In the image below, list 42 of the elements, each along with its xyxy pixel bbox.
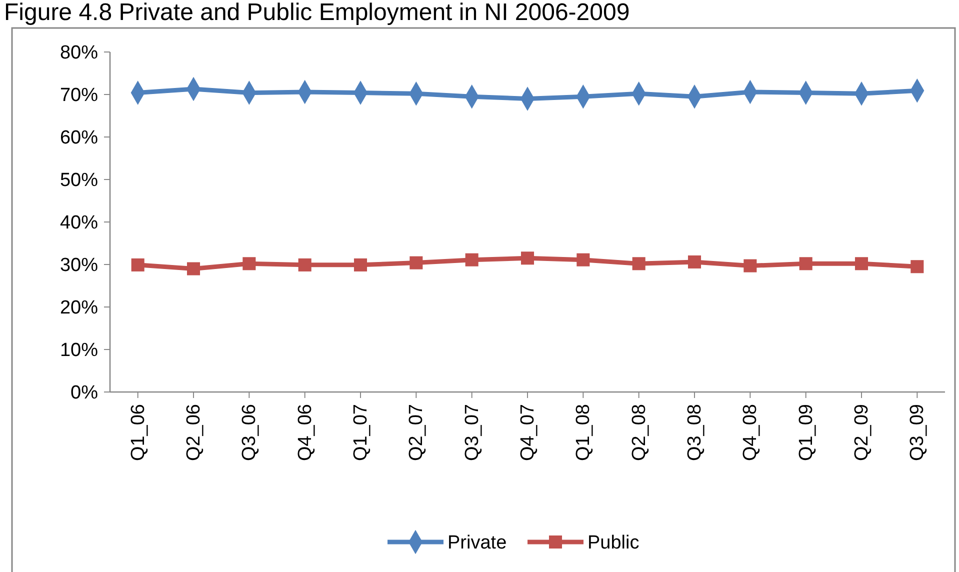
point [298,258,312,272]
point [799,257,812,270]
x-tick-label: Q2_06 [184,404,204,462]
x-tick-label: Q4_06 [294,404,316,462]
x-tick-label: Q1_09 [796,404,817,462]
y-tick-label: 70% [60,85,98,106]
y-tick-label: 10% [60,340,98,362]
point [520,252,534,265]
point [910,260,924,274]
y-tick-label: 0% [70,382,98,404]
legend-label: Public [588,532,640,554]
x-tick-label: Q2_09 [852,404,872,462]
point [744,259,757,272]
legend-label: Private [448,532,507,554]
x-tick-label: Q1_06 [128,404,149,462]
point [186,262,200,276]
point [576,253,590,266]
y-tick-label: 80% [60,42,98,64]
x-tick-label: Q3_09 [907,404,928,462]
y-tick-label: 40% [60,212,98,234]
x-tick-label: Q2_07 [406,404,428,462]
point [242,257,256,270]
point [688,255,702,268]
y-tick-label: 60% [60,128,98,149]
point [410,256,423,270]
y-tick-label: 50% [60,170,98,192]
x-tick-label: Q1_08 [573,404,594,462]
point [131,258,144,272]
chart-title: Figure 4.8 Private and Public Employment in NI 2006-2009 [4,0,630,26]
x-tick-label: Q4_08 [740,404,762,462]
x-tick-label: Q3_07 [462,404,483,462]
point [354,258,368,272]
point [632,257,646,270]
point [465,253,478,266]
point [854,257,868,270]
y-tick-label: 30% [60,255,98,276]
x-tick-label: Q3_08 [684,404,706,462]
x-tick-label: Q1_07 [350,404,372,462]
x-tick-label: Q2_08 [628,404,650,462]
y-tick-label: 20% [60,298,98,319]
x-tick-label: Q3_06 [239,404,260,462]
x-tick-label: Q4_07 [518,404,538,462]
